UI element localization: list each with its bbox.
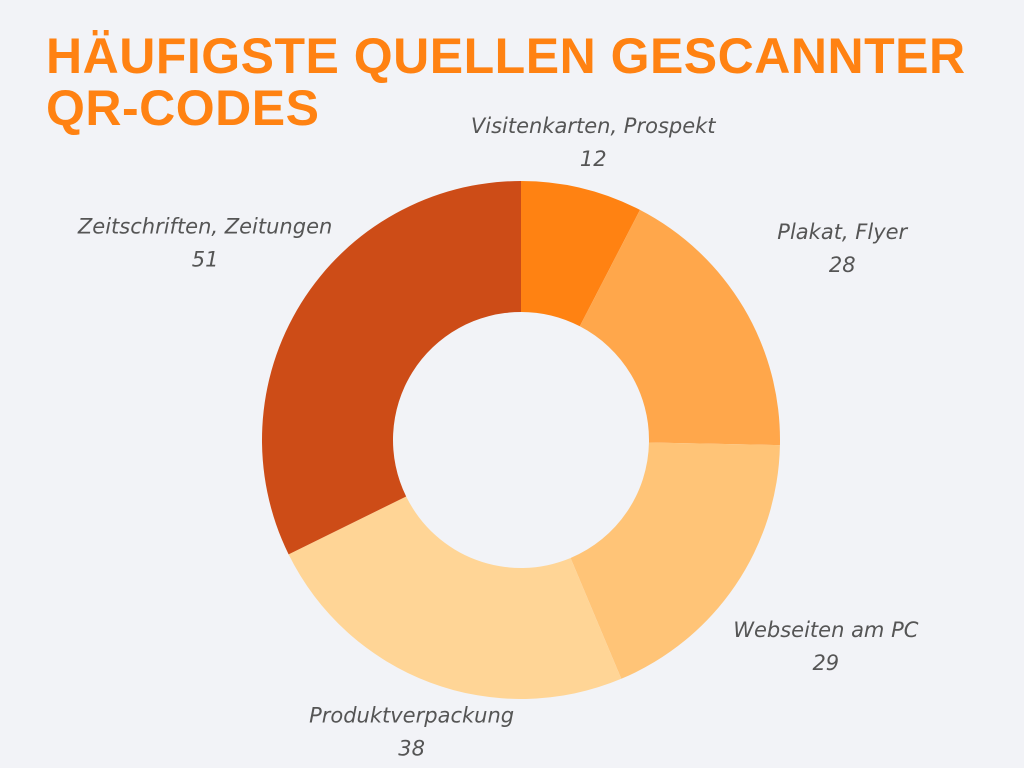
segment-value: 29 — [812, 651, 839, 675]
donut-segment — [288, 496, 622, 699]
segment-value: 28 — [829, 253, 856, 277]
segment-label: Visitenkarten, Prospekt — [471, 114, 716, 138]
segment-label: Webseiten am PC — [733, 618, 919, 642]
segment-label: Zeitschriften, Zeitungen — [77, 214, 332, 238]
donut-segment — [521, 181, 640, 327]
donut-segment — [579, 209, 780, 446]
chart-title: HÄUFIGSTE QUELLEN GESCANNTER QR-CODES — [46, 28, 966, 136]
donut-segment — [261, 181, 521, 555]
donut-segment — [570, 442, 780, 679]
segment-value: 51 — [192, 247, 219, 271]
segment-label: Plakat, Flyer — [777, 220, 908, 244]
segment-value: 38 — [398, 736, 425, 760]
segment-value: 12 — [580, 147, 607, 171]
segment-label: Produktverpackung — [309, 703, 514, 727]
